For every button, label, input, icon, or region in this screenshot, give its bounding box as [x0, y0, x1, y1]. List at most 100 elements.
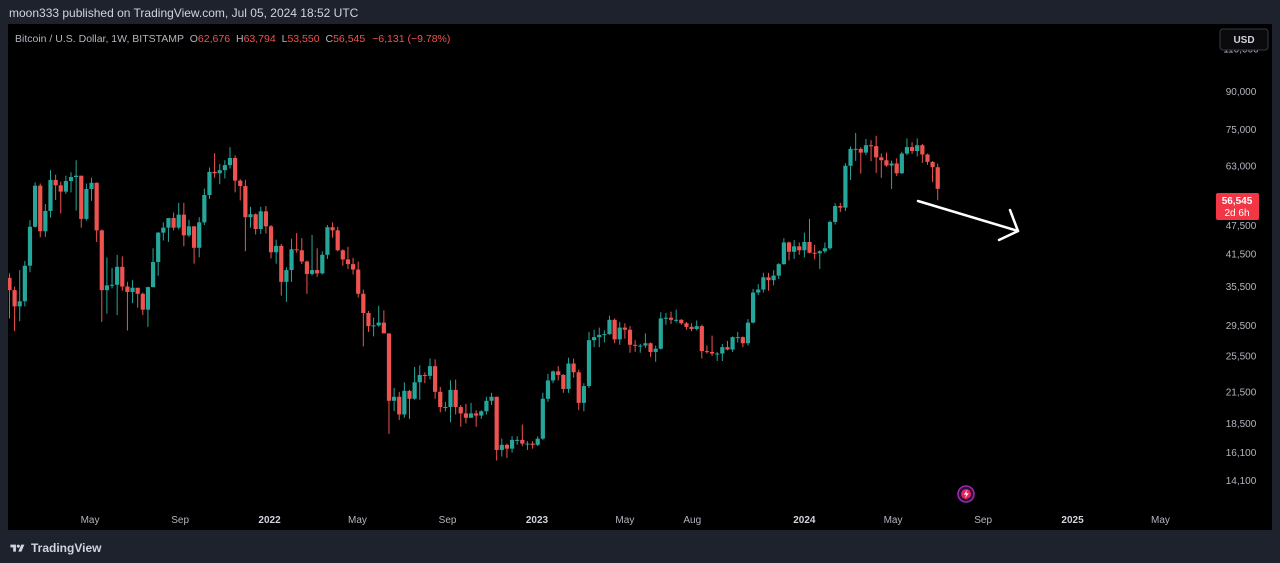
- candle: [592, 329, 597, 348]
- candle-body: [617, 327, 622, 340]
- candle-body: [797, 246, 802, 251]
- candle: [176, 202, 181, 230]
- candle-body: [366, 312, 371, 327]
- candle: [145, 286, 151, 327]
- arrow-head[interactable]: [997, 208, 1020, 242]
- candle: [217, 163, 222, 185]
- candle: [494, 396, 499, 461]
- candle: [889, 160, 894, 190]
- legend-low-label: L: [282, 33, 288, 45]
- candle: [725, 340, 730, 351]
- candle-body: [453, 389, 458, 408]
- price-tick-label: 25,500: [1226, 352, 1257, 363]
- candle-body: [58, 185, 63, 192]
- candle-body: [556, 371, 561, 375]
- header-bar: moon333 published on TradingView.com, Ju…: [0, 0, 1280, 24]
- candle-body: [761, 277, 766, 290]
- candle: [735, 331, 740, 343]
- candle-body: [140, 293, 145, 310]
- candle: [761, 272, 766, 293]
- candle-body: [843, 165, 848, 208]
- candle-body: [689, 326, 694, 330]
- candle-body: [248, 214, 253, 218]
- tradingview-logo[interactable]: TradingView: [9, 541, 101, 555]
- candle-body: [858, 148, 863, 153]
- candle-body: [238, 180, 243, 187]
- candle: [350, 257, 356, 275]
- candle: [715, 351, 720, 362]
- candle-body: [484, 400, 489, 412]
- candle: [309, 234, 315, 276]
- arrow-shaft[interactable]: [916, 199, 1020, 233]
- candle: [699, 324, 704, 359]
- legend-low-value: 53,550: [287, 33, 319, 45]
- candle-body: [581, 386, 586, 403]
- candle-body: [730, 337, 735, 350]
- candle: [627, 326, 633, 353]
- downtrend-arrow[interactable]: [916, 199, 1020, 242]
- candle: [315, 248, 320, 277]
- candle: [243, 179, 248, 252]
- candle-body: [894, 163, 899, 174]
- candle-body: [679, 319, 684, 324]
- time-tick-label: May: [615, 515, 634, 526]
- candle: [38, 183, 43, 238]
- candle: [827, 220, 833, 250]
- price-tick-label: 29,500: [1226, 321, 1257, 332]
- candle: [474, 410, 479, 427]
- candle-body: [145, 287, 151, 310]
- time-tick-label: Aug: [683, 515, 701, 526]
- candle-body: [915, 145, 920, 152]
- lightning-icon[interactable]: [957, 485, 975, 503]
- candle: [612, 318, 617, 344]
- candle-body: [284, 270, 289, 282]
- currency-button-bg[interactable]: [1219, 28, 1269, 51]
- candle: [822, 242, 827, 254]
- candle-body: [812, 252, 817, 254]
- chart-background: [8, 24, 1272, 530]
- price-chart[interactable]: 110,00090,00075,00063,00047,50041,50035,…: [7, 24, 1272, 530]
- candle: [530, 441, 535, 449]
- candle: [720, 344, 725, 362]
- candle: [786, 241, 792, 261]
- candle-body: [299, 250, 304, 262]
- candle: [130, 280, 135, 304]
- chart-frame[interactable]: 110,00090,00075,00063,00047,50041,50035,…: [7, 24, 1272, 530]
- candle-body: [258, 211, 263, 229]
- candle-body: [371, 325, 376, 327]
- candle-body: [735, 337, 740, 339]
- candle-body: [602, 334, 607, 336]
- candle: [438, 387, 443, 413]
- candle-body: [386, 333, 392, 401]
- candle: [622, 323, 627, 339]
- candle-body: [904, 147, 910, 154]
- price-tick-label: 47,500: [1226, 221, 1257, 232]
- candle-body: [268, 226, 274, 253]
- candle-body: [315, 270, 320, 274]
- candle-body: [684, 323, 689, 327]
- candle: [166, 218, 171, 242]
- candle: [848, 146, 853, 180]
- candle: [43, 204, 48, 237]
- candle: [135, 287, 140, 308]
- candle-body: [433, 366, 438, 392]
- candle: [253, 213, 258, 235]
- time-axis[interactable]: May Sep 2022 May Sep 2023 May Aug 2024 May Sep 2025…: [81, 515, 1170, 526]
- candle-body: [740, 337, 745, 344]
- candle-body: [750, 292, 756, 323]
- candle: [89, 177, 94, 201]
- candle-body: [607, 319, 612, 335]
- candle-body: [838, 206, 843, 208]
- candle: [140, 292, 145, 316]
- candle: [397, 391, 402, 420]
- candle-body: [468, 413, 474, 418]
- candle-body: [135, 287, 140, 294]
- candle-body: [643, 343, 648, 346]
- currency-button[interactable]: USD: [1219, 28, 1269, 51]
- candle-body: [417, 374, 422, 383]
- candle-body: [504, 444, 510, 449]
- candle: [745, 319, 751, 346]
- time-tick-label: 2023: [526, 515, 549, 526]
- candle: [181, 202, 186, 247]
- candle-body: [817, 251, 822, 254]
